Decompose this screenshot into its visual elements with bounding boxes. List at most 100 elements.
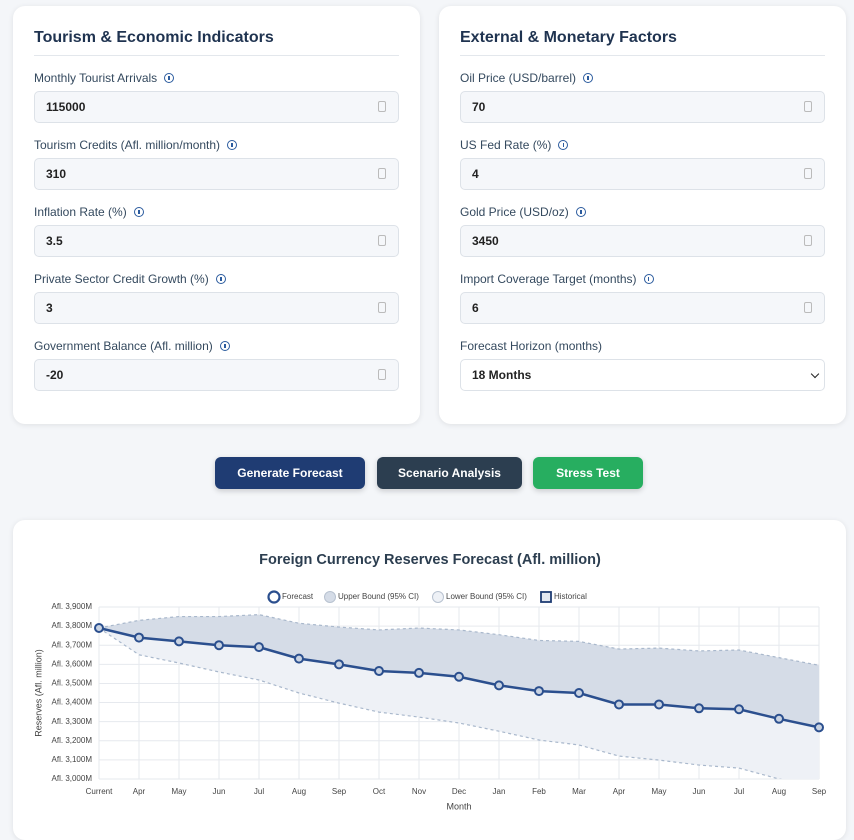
x-tick-label: Jun	[693, 787, 706, 796]
label-text: Tourism Credits (Afl. million/month)	[34, 138, 221, 152]
forecast-point	[454, 671, 464, 682]
field-label: Gold Price (USD/oz)	[460, 204, 825, 220]
panel-title: Tourism & Economic Indicators	[34, 28, 399, 56]
forecast-point	[574, 688, 584, 698]
y-tick-label: Afl. 3,100M	[52, 755, 93, 764]
y-tick-label: Afl. 3,800M	[52, 621, 93, 630]
number-input[interactable]: 3.5	[34, 225, 399, 257]
label-text: Forecast Horizon (months)	[460, 339, 603, 353]
x-tick-label: Jun	[213, 787, 226, 796]
forecast-point	[534, 686, 544, 697]
number-input[interactable]: 310	[34, 158, 399, 190]
y-tick-label: Afl. 3,400M	[52, 698, 93, 707]
legend-label: Lower Bound (95% CI)	[446, 592, 527, 601]
forecast-point	[374, 666, 384, 677]
y-tick-label: Afl. 3,200M	[52, 736, 93, 745]
x-tick-label: Current	[86, 787, 113, 796]
input-value: 115000	[46, 100, 86, 114]
number-input[interactable]: -20	[34, 359, 399, 391]
field-label: Private Sector Credit Growth (%)	[34, 271, 399, 287]
number-input[interactable]: 3450	[460, 225, 825, 257]
input-value: 4	[472, 167, 479, 181]
page: Tourism & Economic Indicators Monthly To…	[13, 6, 846, 840]
field-label: Monthly Tourist Arrivals	[34, 70, 399, 86]
input-value: -20	[46, 368, 64, 382]
x-tick-label: Apr	[613, 787, 626, 796]
input-panel: Tourism & Economic Indicators Monthly To…	[13, 6, 420, 424]
forecast-point	[334, 659, 344, 670]
label-text: Oil Price (USD/barrel)	[460, 71, 577, 85]
spinner	[378, 168, 386, 179]
panel-title: External & Monetary Factors	[460, 28, 825, 56]
label-text: Import Coverage Target (months)	[460, 272, 637, 286]
button[interactable]: Scenario Analysis	[377, 457, 522, 489]
label-text: US Fed Rate (%)	[460, 138, 552, 152]
label-text: Monthly Tourist Arrivals	[34, 71, 158, 85]
info-icon	[215, 274, 226, 284]
number-input[interactable]: 3	[34, 292, 399, 324]
y-axis-label: Reserves (Afl. million)	[33, 649, 43, 737]
button[interactable]: Generate Forecast	[215, 457, 365, 489]
label-text: Inflation Rate (%)	[34, 205, 127, 219]
bound-line	[99, 627, 783, 779]
forecast-point	[494, 680, 504, 691]
forecast-point	[814, 722, 824, 733]
input-value: 70	[472, 100, 486, 114]
forecast-point	[694, 703, 704, 714]
legend-label: Historical	[554, 592, 587, 601]
input-value: 6	[472, 301, 479, 315]
lower-band	[99, 628, 819, 779]
chevron	[810, 369, 820, 379]
input-value: 3	[46, 301, 53, 315]
spinner	[804, 302, 812, 313]
x-tick-label: May	[651, 787, 666, 796]
legend-label: Upper Bound (95% CI)	[338, 592, 419, 601]
number-input[interactable]: 6	[460, 292, 825, 324]
x-tick-label: Jul	[254, 787, 264, 796]
x-tick-label: Sep	[812, 787, 827, 796]
legend-swatch	[540, 591, 552, 603]
select[interactable]: 18 Months	[460, 359, 825, 391]
x-tick-label: Dec	[452, 787, 466, 796]
forecast-point	[214, 640, 224, 651]
forecast-point	[134, 632, 144, 643]
spinner	[804, 235, 812, 246]
info-icon	[133, 207, 144, 217]
x-tick-label: Nov	[412, 787, 426, 796]
number-input[interactable]: 115000	[34, 91, 399, 123]
number-input[interactable]: 70	[460, 91, 825, 123]
x-axis-label: Month	[446, 801, 471, 811]
info-icon	[164, 73, 175, 83]
field-label: Government Balance (Afl. million)	[34, 338, 399, 354]
spinner	[804, 168, 812, 179]
x-tick-label: Oct	[373, 787, 386, 796]
field-label: Forecast Horizon (months)	[460, 338, 825, 354]
input-panel: External & Monetary Factors Oil Price (U…	[439, 6, 846, 424]
legend-swatch	[324, 591, 336, 603]
x-tick-label: Apr	[133, 787, 146, 796]
chart-title: Foreign Currency Reserves Forecast (Afl.…	[259, 552, 601, 568]
y-tick-label: Afl. 3,700M	[52, 640, 93, 649]
field-label: Import Coverage Target (months)	[460, 271, 825, 287]
forecast-point	[94, 623, 104, 634]
info-icon	[219, 341, 230, 351]
button[interactable]: Stress Test	[533, 457, 643, 489]
forecast-point	[254, 642, 264, 653]
bound-line	[99, 614, 819, 666]
x-tick-label: Sep	[332, 787, 347, 796]
upper-band	[99, 614, 819, 728]
info-icon	[227, 140, 238, 150]
y-tick-label: Afl. 3,000M	[52, 774, 93, 783]
label-text: Private Sector Credit Growth (%)	[34, 272, 209, 286]
field-label: US Fed Rate (%)	[460, 137, 825, 153]
number-input[interactable]: 4	[460, 158, 825, 190]
forecast-point	[734, 704, 744, 715]
forecast-point	[614, 699, 624, 710]
info-icon	[583, 73, 594, 83]
x-tick-label: May	[171, 787, 186, 796]
input-value: 3450	[472, 234, 499, 248]
legend-swatch	[267, 590, 281, 604]
field-label: Tourism Credits (Afl. million/month)	[34, 137, 399, 153]
x-tick-label: Mar	[572, 787, 586, 796]
field-label: Inflation Rate (%)	[34, 204, 399, 220]
